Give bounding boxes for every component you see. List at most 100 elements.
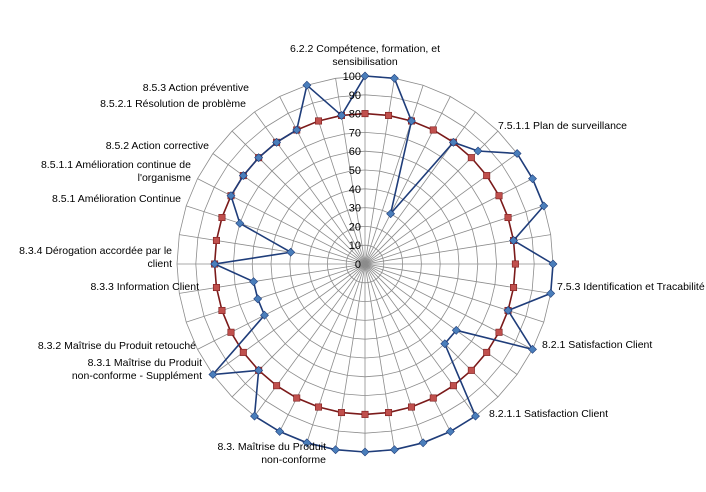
tick-label: 70 <box>349 127 361 139</box>
data-point <box>218 214 226 222</box>
grid-spoke <box>279 263 366 432</box>
radar-series-layer <box>208 71 558 457</box>
data-point <box>483 348 491 356</box>
tick-label: 100 <box>343 71 361 83</box>
data-point <box>315 403 323 411</box>
grid-spoke <box>306 85 366 265</box>
data-point <box>503 306 513 315</box>
tick-label: 50 <box>349 165 361 177</box>
data-point <box>385 409 393 417</box>
tick-label: 90 <box>349 90 361 102</box>
grid-spoke <box>364 178 533 265</box>
grid-spoke <box>364 263 451 432</box>
category-label: 8.3.1 Maîtrise du Produit non-conforme - … <box>72 357 202 382</box>
grid-spoke <box>364 263 395 450</box>
tick-label: 20 <box>349 221 361 233</box>
data-point <box>272 137 282 147</box>
tick-label: 80 <box>349 109 361 121</box>
data-point <box>510 284 518 292</box>
grid-spoke <box>179 263 366 294</box>
grid-spoke <box>364 111 476 265</box>
grid-spoke <box>364 263 518 375</box>
grid-spoke <box>231 263 366 398</box>
grid-spoke <box>364 130 499 265</box>
data-point <box>449 382 457 390</box>
category-label: 8.5.3 Action préventive <box>143 82 249 94</box>
data-point <box>509 236 518 245</box>
grid-spoke <box>364 263 544 323</box>
grid-spoke <box>212 263 366 375</box>
data-point <box>407 116 416 126</box>
data-point <box>504 214 512 222</box>
data-point <box>331 445 341 455</box>
grid-spoke <box>364 263 424 443</box>
data-point <box>238 171 248 181</box>
data-point <box>418 438 428 448</box>
data-point <box>275 427 285 436</box>
grid-spoke <box>364 205 544 265</box>
data-point <box>448 137 458 147</box>
data-point <box>360 71 370 81</box>
data-point <box>292 125 302 135</box>
tick-label: 40 <box>349 184 361 196</box>
data-point <box>539 201 549 211</box>
grid-spoke <box>254 111 366 265</box>
data-point <box>226 191 236 201</box>
grid-spoke <box>279 96 366 265</box>
grid-spoke <box>364 96 451 265</box>
data-point <box>227 328 235 336</box>
category-label: 8.5.1 Amélioration Continue <box>52 193 181 205</box>
grid-spoke <box>186 205 366 265</box>
data-point <box>511 260 519 268</box>
data-point <box>467 366 475 374</box>
data-point <box>286 247 296 257</box>
category-label: 8.2.1 Satisfaction Client <box>542 339 652 351</box>
data-point <box>386 209 396 219</box>
grid-spoke <box>364 263 551 294</box>
data-point <box>360 447 370 457</box>
category-label: 8.5.2.1 Résolution de problème <box>100 98 246 110</box>
data-point <box>471 411 480 421</box>
data-point <box>212 236 220 244</box>
category-label: 8.5.2 Action corrective <box>106 140 209 152</box>
data-point <box>361 110 369 118</box>
grid-spoke <box>212 153 366 265</box>
grid-spoke <box>335 263 366 450</box>
data-point <box>389 445 399 455</box>
radar-tick-labels: 0 10 20 30 40 50 60 70 80 90 100 <box>343 71 361 271</box>
data-point <box>528 174 537 184</box>
data-point <box>512 149 522 158</box>
grid-spoke <box>364 85 424 265</box>
category-label: 8.3.4 Dérogation accordée par le client <box>19 245 172 270</box>
category-label: 8.3. Maîtrise du Produit non-conforme <box>217 441 326 466</box>
grid-spoke <box>364 263 533 350</box>
data-point <box>483 172 491 180</box>
radar-category-labels: 6.2.2 Compétence, formation, et sensibili… <box>19 43 705 466</box>
data-point <box>495 328 503 336</box>
data-point <box>389 73 399 83</box>
data-point <box>302 80 312 90</box>
data-point <box>249 277 259 287</box>
data-point <box>293 394 301 402</box>
grid-spoke <box>231 130 366 265</box>
grid-spoke <box>364 78 395 265</box>
grid-spoke <box>364 263 499 398</box>
data-point <box>385 111 393 119</box>
data-point <box>218 306 226 314</box>
grid-spoke <box>335 78 366 265</box>
grid-spoke <box>186 263 366 323</box>
tick-label: 0 <box>355 259 361 271</box>
tick-label: 30 <box>349 203 361 215</box>
category-label: 8.3.3 Information Client <box>90 281 199 293</box>
series-group <box>208 71 558 457</box>
grid-spoke <box>254 263 366 417</box>
data-point <box>407 403 415 411</box>
data-point <box>473 146 483 156</box>
grid-spoke <box>179 234 366 265</box>
data-point <box>254 153 264 163</box>
data-point <box>528 344 537 354</box>
grid-spoke <box>197 263 366 350</box>
data-point <box>445 427 455 436</box>
data-point <box>337 111 346 120</box>
